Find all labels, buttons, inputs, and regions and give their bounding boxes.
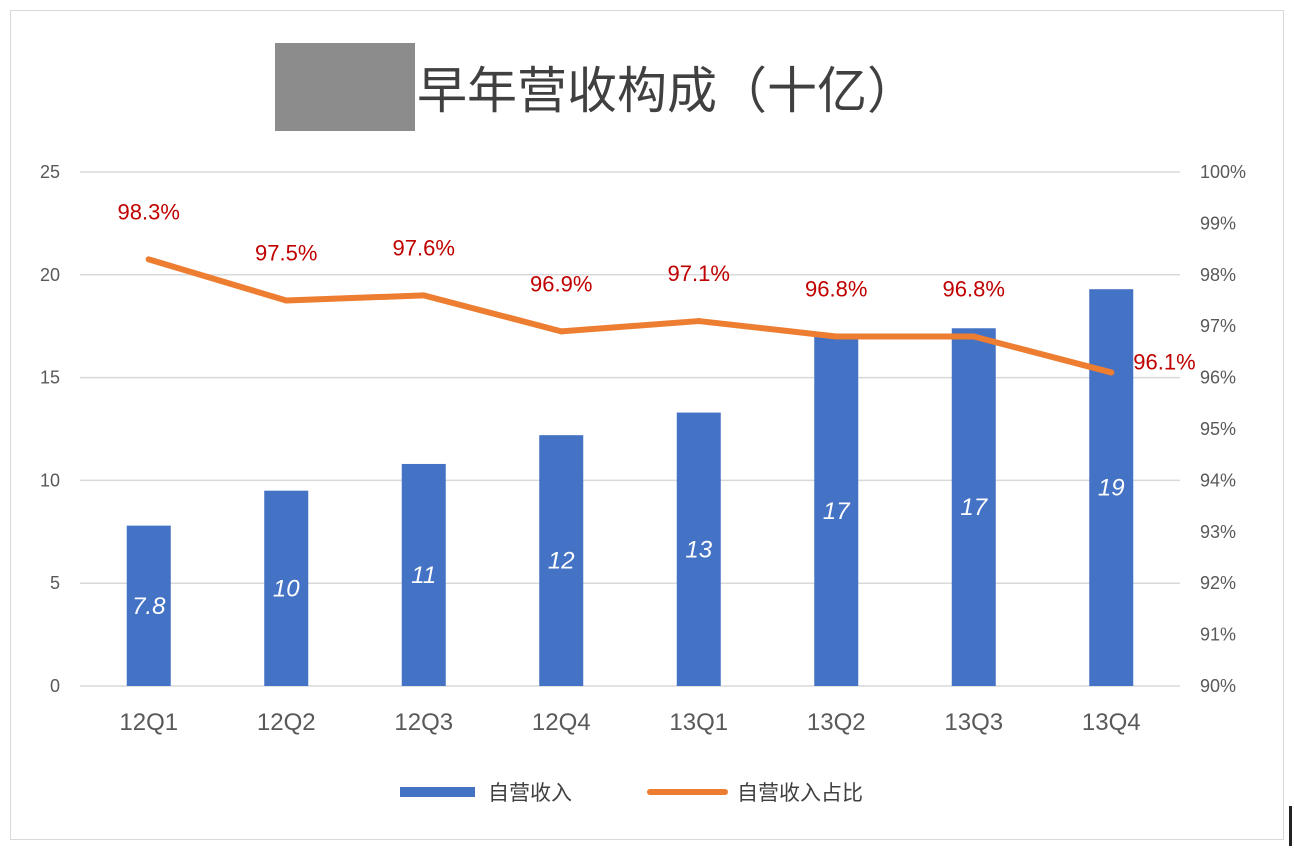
- y-right-tick-label: 98%: [1200, 265, 1236, 285]
- line-layer: 98.3% 97.5% 97.6% 96.9% 97.1% 96.8% 96.8% 96.1%: [118, 199, 1196, 376]
- line-data-label: 97.1%: [668, 261, 730, 286]
- y-left-tick-label: 20: [40, 265, 60, 285]
- bar-data-label: 11: [411, 562, 436, 589]
- bar: [676, 412, 721, 686]
- line-point: [145, 256, 152, 263]
- legend-line-label: 自营收入占比: [737, 781, 863, 805]
- chart-title: 早年营收构成（十亿）: [417, 62, 917, 120]
- line-data-label: 96.1%: [1133, 349, 1195, 374]
- y-right-tick-label: 94%: [1200, 470, 1236, 490]
- line-point: [1108, 369, 1115, 376]
- y-right-tick-label: 93%: [1200, 522, 1236, 542]
- bar: [401, 463, 446, 686]
- legend-bar-label: 自营收入: [488, 781, 572, 805]
- bar: [264, 490, 309, 686]
- line-point: [695, 318, 702, 325]
- line-data-label: 97.6%: [393, 235, 455, 260]
- axis-layer: 0 5 10 15 20 25 90% 91% 92% 93% 94% 95% 96% 97% 98% 99%…: [40, 162, 1246, 736]
- y-right-tick-label: 99%: [1200, 213, 1236, 233]
- grid-layer: [80, 171, 1180, 687]
- legend-layer: 自营收入 自营收入占比: [400, 781, 863, 805]
- line-data-label: 96.9%: [530, 271, 592, 296]
- bar: [126, 525, 171, 686]
- chart-frame: [10, 10, 1284, 840]
- line-point: [833, 333, 840, 340]
- y-right-tick-label: 90%: [1200, 676, 1236, 696]
- y-left-tick-label: 15: [40, 368, 60, 388]
- line-point: [283, 297, 290, 304]
- y-right-tick-label: 91%: [1200, 625, 1236, 645]
- y-right-tick-label: 96%: [1200, 368, 1236, 388]
- bar: [1089, 289, 1134, 686]
- line-point: [420, 292, 427, 299]
- legend-bar-swatch: [400, 787, 475, 797]
- redacted-block: [275, 43, 415, 131]
- line-data-label: 96.8%: [805, 276, 867, 301]
- y-right-tick-label: 97%: [1200, 316, 1236, 336]
- line-data-label: 97.5%: [255, 241, 317, 266]
- y-right-tick-label: 95%: [1200, 419, 1236, 439]
- y-left-tick-label: 5: [50, 573, 60, 593]
- bar-data-label: 13: [685, 536, 712, 563]
- y-left-tick-label: 0: [50, 676, 60, 696]
- line-data-label: 98.3%: [118, 199, 180, 224]
- bar-data-label: 12: [548, 548, 575, 575]
- ratio-line: [145, 256, 1115, 376]
- x-tick-label: 13Q4: [1082, 709, 1141, 736]
- x-tick-label: 13Q1: [669, 709, 728, 736]
- y-left-tick-label: 25: [40, 162, 60, 182]
- y-right-tick-label: 100%: [1200, 162, 1246, 182]
- x-tick-label: 13Q2: [807, 709, 866, 736]
- x-tick-label: 12Q1: [119, 709, 178, 736]
- bar: [539, 435, 584, 686]
- bar-layer: 7.8 10 11 12 13 17 17 19: [126, 289, 1134, 686]
- line-point: [558, 328, 565, 335]
- bar-data-label: 17: [960, 494, 988, 521]
- y-right-tick-label: 92%: [1200, 573, 1236, 593]
- x-tick-label: 12Q3: [394, 709, 453, 736]
- bar-data-label: 7.8: [132, 593, 166, 620]
- chart-title-area: 早年营收构成（十亿）: [275, 42, 917, 132]
- edge-marker: [1289, 806, 1292, 846]
- bar-data-label: 10: [273, 575, 300, 602]
- x-tick-label: 12Q4: [532, 709, 591, 736]
- bar-data-label: 19: [1098, 475, 1125, 502]
- bar-data-label: 17: [823, 498, 851, 525]
- x-tick-label: 13Q3: [944, 709, 1003, 736]
- line-point: [970, 333, 977, 340]
- bar: [951, 328, 996, 686]
- x-tick-label: 12Q2: [257, 709, 316, 736]
- y-left-tick-label: 10: [40, 470, 60, 490]
- bar: [814, 336, 859, 686]
- line-data-label: 96.8%: [943, 276, 1005, 301]
